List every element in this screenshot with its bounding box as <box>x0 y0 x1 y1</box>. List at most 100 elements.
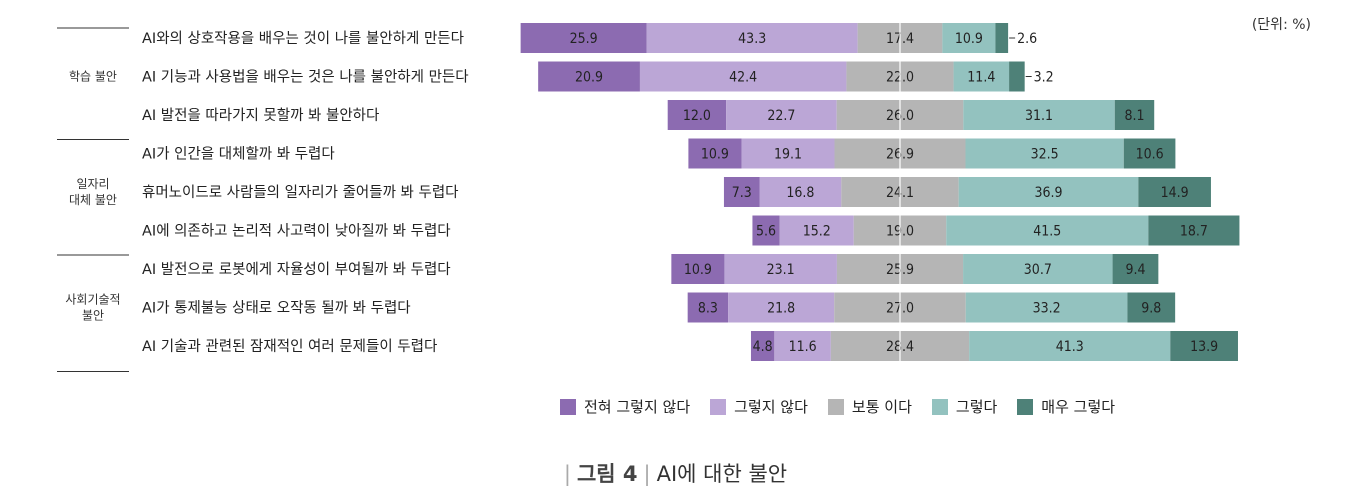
bar-segment-strongly-agree <box>1009 61 1025 92</box>
value-label: 7.3 <box>732 185 752 201</box>
group-label: 일자리 <box>76 177 109 191</box>
category-label: AI 발전으로 로봇에게 자율성이 부여될까 봐 두렵다 <box>142 261 451 278</box>
value-label: 9.4 <box>1125 262 1145 278</box>
bar-segment-strongly-disagree <box>538 61 640 92</box>
group-label: 대체 불안 <box>69 193 117 207</box>
value-label: 18.7 <box>1180 224 1208 240</box>
value-label: 9.8 <box>1141 301 1161 317</box>
value-label: 16.8 <box>786 185 814 201</box>
bar-segment-agree <box>969 331 1171 361</box>
category-label: AI와의 상호작용을 배우는 것이 나를 불안하게 만든다 <box>142 30 464 47</box>
value-label: 12.0 <box>683 108 711 124</box>
bar-segment-disagree <box>726 100 837 130</box>
category-label: AI에 의존하고 논리적 사고력이 낮아질까 봐 두렵다 <box>142 223 451 240</box>
bar-segment-agree <box>942 23 996 53</box>
value-label: 11.6 <box>789 339 817 355</box>
value-label: 30.7 <box>1024 262 1052 278</box>
bar-segment-strongly-agree <box>1127 292 1176 323</box>
bar-segment-agree <box>958 177 1139 207</box>
value-label: 19.1 <box>774 147 802 163</box>
legend-item-neutral: 보통 이다 <box>827 396 912 417</box>
value-label: 5.6 <box>756 224 776 240</box>
bar-segment-agree <box>963 100 1115 130</box>
value-label: 8.3 <box>698 301 718 317</box>
value-label: 32.5 <box>1031 147 1059 163</box>
category-label: AI 기능과 사용법을 배우는 것은 나를 불안하게 만든다 <box>142 69 469 86</box>
legend-item-agree: 그렇다 <box>931 396 998 417</box>
legend-label: 그렇지 않다 <box>734 398 808 416</box>
legend-item-strongly-agree: 매우 그렇다 <box>1017 396 1115 417</box>
category-label: AI가 인간을 대체할까 봐 두렵다 <box>142 146 335 163</box>
value-label: 14.9 <box>1161 185 1189 201</box>
bar-segment-strongly-agree <box>1123 138 1176 169</box>
bar-segment-strongly-agree <box>1112 254 1159 284</box>
legend-label: 전혀 그렇지 않다 <box>584 398 691 416</box>
value-label: 23.1 <box>767 262 795 278</box>
legend-label: 보통 이다 <box>851 398 912 416</box>
value-label: 20.9 <box>575 70 603 86</box>
legend-label: 그렇다 <box>955 398 998 416</box>
category-label: 휴머노이드로 사람들의 일자리가 줄어들까 봐 두렵다 <box>142 184 459 201</box>
bar-segment-strongly-disagree <box>752 215 780 246</box>
value-label: 13.9 <box>1190 339 1218 355</box>
value-label: 10.9 <box>955 31 983 47</box>
value-label: 8.1 <box>1124 108 1144 124</box>
bar-segment-strongly-agree <box>1148 215 1240 246</box>
legend-label: 매우 그렇다 <box>1041 398 1116 416</box>
value-label: 10.9 <box>684 262 712 278</box>
bar-segment-agree <box>963 254 1113 284</box>
bar-segment-disagree <box>741 138 835 169</box>
bar-segment-strongly-disagree <box>671 254 725 284</box>
value-label: 3.2 <box>1034 70 1054 86</box>
bar-segment-disagree <box>724 254 837 284</box>
value-label: 36.9 <box>1035 185 1063 201</box>
figure-number: 그림 4 <box>576 462 638 486</box>
bar-segment-strongly-agree <box>995 23 1009 53</box>
legend-item-strongly-disagree: 전혀 그렇지 않다 <box>560 396 690 417</box>
bar-segment-strongly-disagree <box>688 138 742 169</box>
bar-segment-agree <box>965 138 1124 169</box>
legend-swatch <box>560 398 576 415</box>
figure-caption: | 그림 4 | AI에 대한 불안 <box>0 458 1345 488</box>
unit-label: (단위: %) <box>1251 17 1311 33</box>
value-label: 41.3 <box>1056 339 1084 355</box>
value-label: 11.4 <box>967 70 995 86</box>
value-label: 33.2 <box>1033 301 1061 317</box>
legend-item-disagree: 그렇지 않다 <box>710 396 808 417</box>
legend-swatch <box>931 398 948 415</box>
group-label: 사회기술적 <box>65 293 120 307</box>
bar-segment-disagree <box>759 177 842 207</box>
value-label: 25.9 <box>570 31 598 47</box>
bar-segment-disagree <box>779 215 854 246</box>
value-label: 43.3 <box>738 31 766 47</box>
legend-swatch <box>827 398 844 415</box>
value-label: 42.4 <box>729 70 757 86</box>
category-label: AI 발전을 따라가지 못할까 봐 불안하다 <box>142 107 379 124</box>
category-label: AI가 통제불능 상태로 오작동 될까 봐 두렵다 <box>142 300 411 317</box>
bar-segment-disagree <box>728 292 835 323</box>
value-label: 22.7 <box>767 108 795 124</box>
value-label: 41.5 <box>1033 224 1061 240</box>
bar-segment-disagree <box>639 61 847 92</box>
bar-segment-strongly-agree <box>1114 100 1155 130</box>
value-label: 10.6 <box>1136 147 1164 163</box>
bar-segment-strongly-disagree <box>723 177 760 207</box>
value-label: 15.2 <box>803 224 831 240</box>
bar-segment-strongly-agree <box>1138 177 1211 207</box>
bar-segment-agree <box>965 292 1128 323</box>
value-label: 21.8 <box>767 301 795 317</box>
bar-segment-strongly-disagree <box>687 292 729 323</box>
figure-title: AI에 대한 불안 <box>656 462 788 486</box>
caption-separator: | <box>643 462 651 486</box>
bar-segment-strongly-agree <box>1170 331 1238 361</box>
bar-segment-strongly-disagree <box>750 331 775 361</box>
group-label: 학습 불안 <box>69 70 117 84</box>
legend: 전혀 그렇지 않다 그렇지 않다 보통 이다 그렇다 매우 그렇다 <box>560 396 1115 417</box>
bar-segment-strongly-disagree <box>667 100 727 130</box>
caption-separator: | <box>563 462 571 486</box>
bar-segment-disagree <box>774 331 831 361</box>
group-label: 불안 <box>82 309 104 323</box>
legend-swatch <box>710 398 727 415</box>
value-label: 31.1 <box>1025 108 1053 124</box>
